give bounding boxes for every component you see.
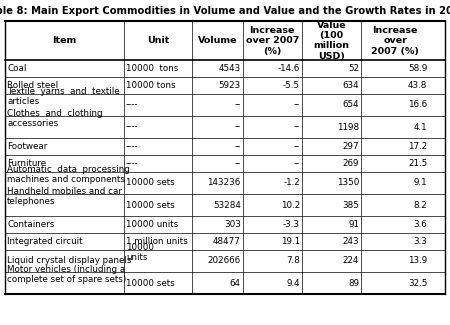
Text: 3.3: 3.3: [414, 237, 428, 246]
Text: -5.5: -5.5: [283, 81, 300, 90]
Text: 10000 tons: 10000 tons: [126, 81, 176, 90]
Text: 48477: 48477: [213, 237, 241, 246]
Text: Automatic  data  processing
machines and components: Automatic data processing machines and c…: [7, 165, 130, 184]
Text: 1198: 1198: [337, 123, 360, 132]
Text: 10000
units: 10000 units: [126, 243, 154, 262]
Text: Table 8: Main Export Commodities in Volume and Value and the Growth Rates in 200: Table 8: Main Export Commodities in Volu…: [0, 6, 450, 17]
Text: 58.9: 58.9: [408, 64, 428, 73]
Text: --: --: [234, 100, 241, 110]
Text: 10000 sets: 10000 sets: [126, 279, 175, 288]
Text: Textile  yarns  and  textile
articles: Textile yarns and textile articles: [7, 87, 120, 106]
Text: Item: Item: [53, 36, 77, 45]
Text: 1350: 1350: [337, 178, 360, 188]
Text: Clothes  and  clothing
accessories: Clothes and clothing accessories: [7, 109, 103, 128]
Text: 385: 385: [342, 201, 360, 210]
Text: --: --: [294, 100, 300, 110]
Text: Increase
over 2007
(%): Increase over 2007 (%): [246, 26, 299, 56]
Text: 8.2: 8.2: [414, 201, 428, 210]
Text: 10000 sets: 10000 sets: [126, 178, 175, 188]
Text: Integrated circuit: Integrated circuit: [7, 237, 83, 246]
Text: 303: 303: [224, 220, 241, 229]
Text: Value
(100
million
USD): Value (100 million USD): [314, 20, 350, 61]
Text: 243: 243: [343, 237, 360, 246]
Text: 16.6: 16.6: [408, 100, 428, 110]
Text: -14.6: -14.6: [278, 64, 300, 73]
Text: Increase
over
2007 (%): Increase over 2007 (%): [371, 26, 419, 56]
Text: -3.3: -3.3: [283, 220, 300, 229]
Text: Handheld mobiles and car
telephones: Handheld mobiles and car telephones: [7, 187, 122, 206]
Text: 19.1: 19.1: [281, 237, 300, 246]
Text: 13.9: 13.9: [408, 256, 428, 266]
Text: --: --: [234, 123, 241, 132]
Text: ----: ----: [126, 123, 138, 132]
Text: 297: 297: [343, 142, 360, 151]
Text: 4.1: 4.1: [414, 123, 427, 132]
Text: 3.6: 3.6: [414, 220, 428, 229]
Text: 91: 91: [348, 220, 360, 229]
Text: 4543: 4543: [219, 64, 241, 73]
Text: 10000 sets: 10000 sets: [126, 201, 175, 210]
Text: --: --: [234, 159, 241, 168]
Text: --: --: [294, 142, 300, 151]
Text: 202666: 202666: [207, 256, 241, 266]
Text: 224: 224: [343, 256, 360, 266]
Text: 10.2: 10.2: [281, 201, 300, 210]
Text: 654: 654: [343, 100, 360, 110]
Text: ----: ----: [126, 100, 138, 110]
Text: 21.5: 21.5: [408, 159, 428, 168]
Text: 53284: 53284: [213, 201, 241, 210]
Text: 43.8: 43.8: [408, 81, 428, 90]
Text: Coal: Coal: [7, 64, 27, 73]
Text: Footwear: Footwear: [7, 142, 48, 151]
Text: Containers: Containers: [7, 220, 54, 229]
Text: 143236: 143236: [207, 178, 241, 188]
Text: 9.1: 9.1: [414, 178, 427, 188]
Text: Volume: Volume: [198, 36, 237, 45]
Text: Furniture: Furniture: [7, 159, 46, 168]
Text: Liquid crystal display panels: Liquid crystal display panels: [7, 256, 132, 266]
Text: --: --: [294, 159, 300, 168]
Text: -1.2: -1.2: [284, 178, 300, 188]
Text: --: --: [294, 123, 300, 132]
Text: 52: 52: [348, 64, 360, 73]
Text: 1 million units: 1 million units: [126, 237, 188, 246]
Text: 17.2: 17.2: [408, 142, 428, 151]
Text: Rolled steel: Rolled steel: [7, 81, 59, 90]
Text: 7.8: 7.8: [286, 256, 300, 266]
Text: ----: ----: [126, 142, 138, 151]
Text: Unit: Unit: [147, 36, 169, 45]
Text: 5923: 5923: [219, 81, 241, 90]
Text: 634: 634: [343, 81, 360, 90]
Text: 9.4: 9.4: [287, 279, 300, 288]
Text: 64: 64: [230, 279, 241, 288]
Text: 269: 269: [343, 159, 360, 168]
Text: Motor vehicles (including a
complete set of spare sets): Motor vehicles (including a complete set…: [7, 265, 126, 284]
Text: 10000  tons: 10000 tons: [126, 64, 178, 73]
Text: 89: 89: [348, 279, 360, 288]
Text: --: --: [234, 142, 241, 151]
Text: 32.5: 32.5: [408, 279, 428, 288]
Text: 10000 units: 10000 units: [126, 220, 178, 229]
Text: ----: ----: [126, 159, 138, 168]
